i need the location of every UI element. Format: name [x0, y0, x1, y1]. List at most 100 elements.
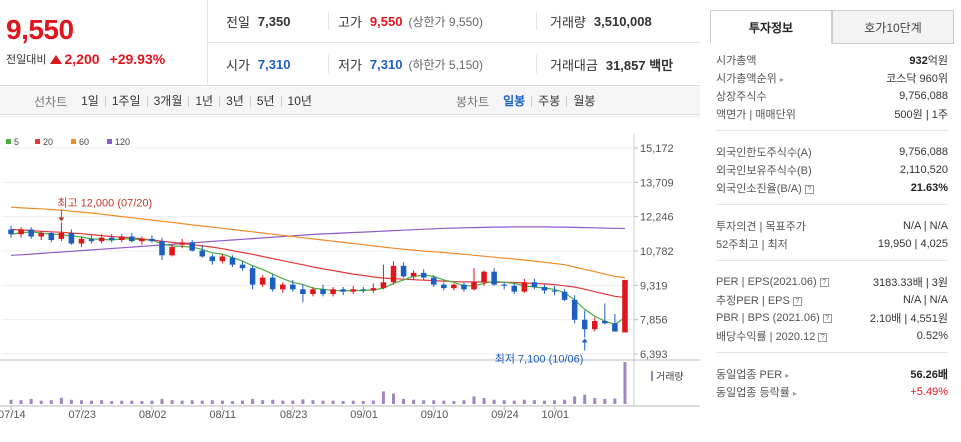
- legend-label: 5: [14, 137, 19, 147]
- help-icon[interactable]: ?: [804, 184, 814, 194]
- info-row-per-eps: PER | EPS(2021.06)? 3183.33배 | 3원: [716, 276, 948, 289]
- tab-order-book[interactable]: 호가10단계: [832, 10, 954, 44]
- tab-1year[interactable]: 1년: [188, 95, 219, 107]
- info-row-pbr-bps: PBR | BPS (2021.06)? 2.10배 | 4,551원: [716, 312, 948, 325]
- ma60-line: [10, 206, 626, 279]
- candle-body: [209, 256, 216, 262]
- volume-bar: [442, 400, 446, 404]
- tab-daily-candle[interactable]: 일봉: [503, 93, 526, 108]
- change-amount: 2,200: [64, 51, 100, 67]
- candle-body: [78, 238, 85, 244]
- tab-monthly-candle[interactable]: 월봉: [566, 95, 601, 107]
- candle-body: [541, 286, 548, 291]
- candle-body: [108, 237, 115, 241]
- invest-info-panel: 투자정보 호가10단계 시가총액 932억원 시가총액순위 ▸ 코스닥 960위 …: [710, 10, 954, 442]
- tab-1week[interactable]: 1주일: [104, 95, 147, 107]
- volume-bar: [623, 362, 627, 404]
- volume-bar: [432, 400, 436, 404]
- tab-5year[interactable]: 5년: [249, 95, 281, 107]
- tab-3month[interactable]: 3개월: [146, 95, 189, 107]
- volume-bar: [9, 399, 13, 404]
- volume-bar: [462, 400, 466, 404]
- help-icon[interactable]: ?: [822, 313, 832, 323]
- candle-body: [622, 279, 628, 333]
- volume-bar: [90, 400, 94, 404]
- high-annotation: 최고 12,000 (07/20): [57, 196, 152, 209]
- volume-bar: [69, 399, 73, 404]
- chevron-right-icon: ▸: [785, 371, 790, 380]
- candle-body: [350, 289, 356, 292]
- volume-bar: [472, 396, 476, 404]
- candle-body: [68, 232, 75, 244]
- price-change: 전일대비 2,200 +29.93%: [6, 51, 165, 67]
- volume-bar: [200, 400, 204, 404]
- help-icon[interactable]: ?: [819, 277, 829, 287]
- volume-bar: [291, 400, 295, 404]
- volume-bar: [150, 400, 154, 404]
- change-percent: +29.93%: [109, 51, 166, 67]
- info-row-foreign-holdings: 외국인보유주식수(B) 2,110,520: [716, 164, 948, 177]
- candle-body: [259, 277, 266, 285]
- volume-bar: [19, 400, 23, 404]
- volume-bar: [341, 401, 345, 404]
- volume-bar: [49, 400, 53, 404]
- candle-body: [581, 319, 588, 330]
- candle-body: [8, 229, 14, 235]
- candle-body: [18, 229, 24, 235]
- candle-body: [400, 265, 407, 277]
- y-tick-label: 12,246: [640, 212, 674, 224]
- tab-10year[interactable]: 10년: [280, 95, 318, 107]
- x-tick-label: 09/01: [350, 409, 378, 421]
- tab-3year[interactable]: 3년: [219, 95, 250, 107]
- volume-bar: [39, 400, 43, 404]
- volume-bar: [351, 400, 355, 404]
- day-low: 저가 7,310 (하한가 5,150): [338, 57, 483, 73]
- volume-bar: [29, 398, 33, 404]
- info-row-industry-change[interactable]: 동일업종 등락률 ▸ +5.49%: [716, 386, 948, 399]
- info-row-market-cap-rank[interactable]: 시가총액순위 ▸ 코스닥 960위: [716, 73, 948, 85]
- volume-bar: [180, 400, 184, 404]
- quote-summary: 9,550 전일대비 2,200 +29.93% 전일 7,350 고가 9,5…: [0, 0, 700, 86]
- candle-body: [88, 238, 95, 242]
- tab-1day[interactable]: 1일: [81, 93, 99, 108]
- candle-body: [129, 236, 135, 242]
- help-icon[interactable]: ?: [792, 296, 802, 306]
- ma120-line: [10, 226, 626, 256]
- volume-bar: [210, 400, 214, 404]
- volume-bar: [271, 399, 275, 404]
- volume-bar: [593, 398, 597, 404]
- candle-body: [300, 289, 306, 294]
- tab-invest-info[interactable]: 투자정보: [710, 10, 832, 44]
- candle-body: [249, 268, 256, 285]
- low-arrow-head-icon: [581, 338, 588, 343]
- volume-bar: [79, 400, 83, 404]
- candle-body: [360, 289, 367, 291]
- volume-bar: [452, 401, 456, 404]
- tab-weekly-candle[interactable]: 주봉: [531, 95, 566, 107]
- volume-bar: [130, 400, 134, 404]
- volume-bar: [542, 400, 546, 404]
- info-row-industry-per[interactable]: 동일업종 PER ▸ 56.26배: [716, 369, 948, 381]
- volume-bar: [512, 400, 516, 404]
- candle-body: [380, 282, 387, 289]
- day-high: 고가 9,550 (상한가 9,550): [338, 14, 483, 30]
- price-chart[interactable]: 15,172 13,709 12,246 10,782 9,319 7,856 6,393 5…: [0, 116, 700, 442]
- candle-body: [561, 291, 568, 300]
- candle-body: [481, 271, 487, 283]
- prev-close: 전일 7,350: [226, 14, 291, 30]
- help-icon[interactable]: ?: [818, 332, 828, 342]
- volume: 거래량 3,510,008: [550, 14, 652, 30]
- candle-body: [58, 232, 65, 239]
- candle-body: [48, 232, 55, 241]
- volume-bar: [502, 400, 506, 404]
- volume-bar: [261, 400, 265, 404]
- volume-bar: [563, 399, 567, 404]
- candlestick-chart[interactable]: 15,172 13,709 12,246 10,782 9,319 7,856 6,393 5…: [0, 116, 700, 442]
- legend-swatch: [6, 139, 11, 144]
- info-row-foreign-ratio: 외국인소진율(B/A)? 21.63%: [716, 182, 948, 195]
- candle-body: [451, 284, 457, 289]
- volume-bar: [532, 400, 536, 404]
- info-row-listed-shares: 상장주식수 9,756,088: [716, 90, 948, 103]
- x-tick-label: 09/10: [421, 409, 449, 421]
- price-box: 9,550 전일대비 2,200 +29.93%: [0, 0, 208, 86]
